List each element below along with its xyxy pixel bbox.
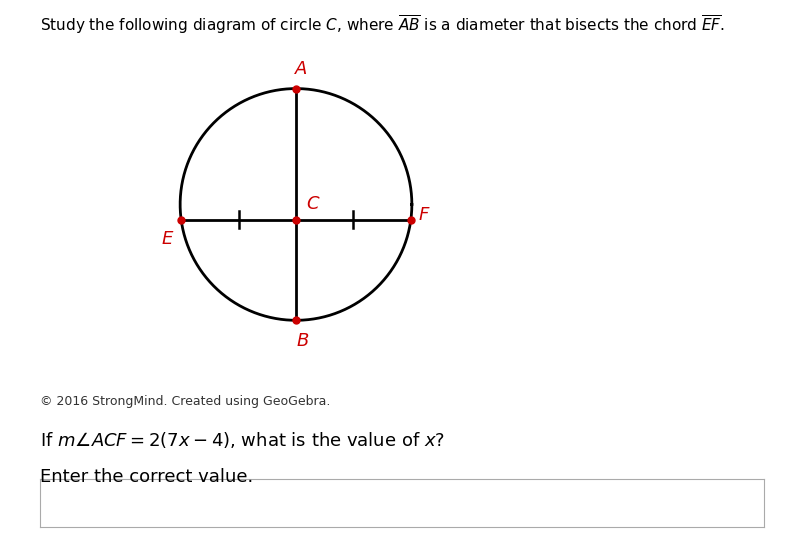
Text: $F$: $F$ xyxy=(418,206,430,224)
Text: Study the following diagram of circle $\mathit{C}$, where $\overline{\mathit{AB}: Study the following diagram of circle $\… xyxy=(40,13,725,36)
Text: $C$: $C$ xyxy=(306,195,321,213)
Text: $E$: $E$ xyxy=(161,230,174,248)
Text: © 2016 StrongMind. Created using GeoGebra.: © 2016 StrongMind. Created using GeoGebr… xyxy=(40,395,330,408)
Text: If $m\angle ACF = 2(7x - 4)$, what is the value of $x$?: If $m\angle ACF = 2(7x - 4)$, what is th… xyxy=(40,430,445,450)
Text: $A$: $A$ xyxy=(294,60,308,78)
Text: $B$: $B$ xyxy=(296,332,310,350)
Text: Enter the correct value.: Enter the correct value. xyxy=(40,468,254,486)
